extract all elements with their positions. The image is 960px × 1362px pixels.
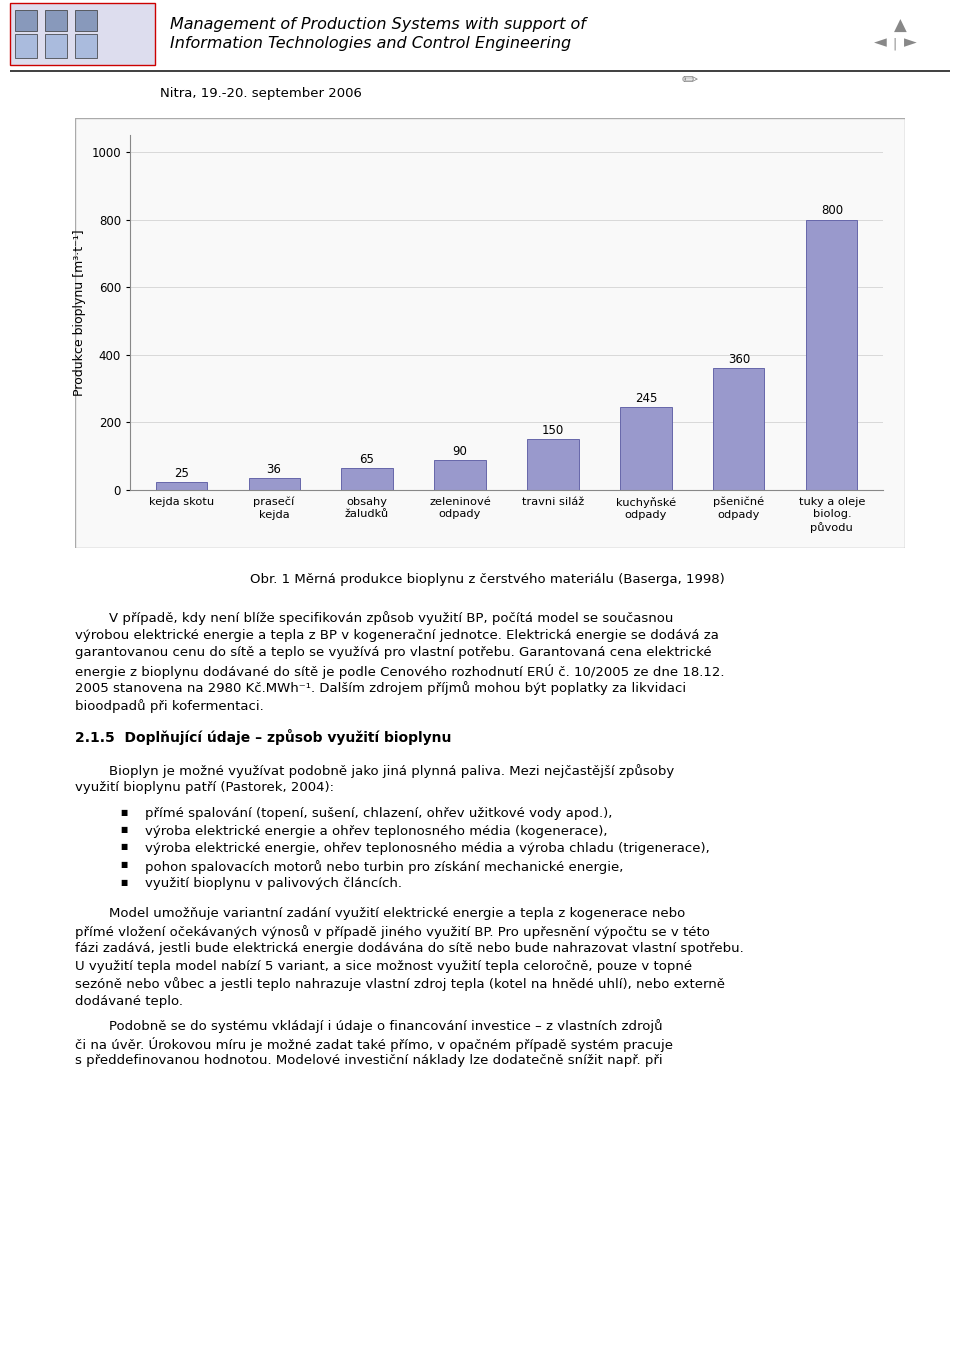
Bar (342, 469, 393, 490)
Bar (156, 482, 206, 490)
Text: ■: ■ (120, 843, 128, 851)
Bar (527, 440, 579, 490)
Text: ■: ■ (120, 808, 128, 816)
Text: dodávané teplo.: dodávané teplo. (75, 994, 183, 1008)
Text: fázi zadává, jestli bude elektrická energie dodávána do sítě nebo bude nahrazova: fázi zadává, jestli bude elektrická ener… (75, 943, 744, 955)
Text: přímé vložení očekávaných výnosů v případě jiného využití BP. Pro upřesnění výpo: přímé vložení očekávaných výnosů v přípa… (75, 925, 709, 938)
Text: výrobou elektrické energie a tepla z BP v kogenerační jednotce. Elektrická energ: výrobou elektrické energie a tepla z BP … (75, 629, 719, 642)
Text: ■: ■ (120, 877, 128, 887)
Text: 800: 800 (821, 204, 843, 218)
Text: U využití tepla model nabízí 5 variant, a sice možnost využití tepla celoročně, : U využití tepla model nabízí 5 variant, … (75, 960, 692, 972)
Text: 2.1.5  Doplňující údaje – způsob využití bioplynu: 2.1.5 Doplňující údaje – způsob využití … (75, 729, 451, 745)
Text: výroba elektrické energie a ohřev teplonosného média (kogenerace),: výroba elektrické energie a ohřev teplon… (145, 825, 608, 838)
Bar (15, 34, 37, 57)
Text: Bioplyn je možné využívat podobně jako jiná plynná paliva. Mezi nejčastější způs: Bioplyn je možné využívat podobně jako j… (75, 764, 674, 778)
Text: Management of Production Systems with support of: Management of Production Systems with su… (170, 16, 586, 31)
Text: ■: ■ (120, 825, 128, 834)
Text: 25: 25 (174, 467, 188, 479)
Text: přímé spalování (topení, sušení, chlazení, ohřev užitkové vody apod.),: přímé spalování (topení, sušení, chlazen… (145, 808, 612, 820)
Text: Information Technologies and Control Engineering: Information Technologies and Control Eng… (170, 35, 571, 50)
Text: 2005 stanovena na 2980 Kč.MWh⁻¹. Dalším zdrojem příjmů mohou být poplatky za lik: 2005 stanovena na 2980 Kč.MWh⁻¹. Dalším … (75, 681, 686, 696)
Bar (10, 3, 155, 64)
Text: ✏: ✏ (682, 71, 698, 90)
Text: V případě, kdy není blíže specifikován způsob využití BP, počítá model se součas: V případě, kdy není blíže specifikován z… (75, 612, 673, 625)
Text: 150: 150 (541, 424, 564, 437)
Text: výroba elektrické energie, ohřev teplonosného média a výroba chladu (trigenerace: výroba elektrické energie, ohřev teplono… (145, 843, 709, 855)
Bar (806, 219, 857, 490)
Text: Nitra, 19.-20. september 2006: Nitra, 19.-20. september 2006 (160, 87, 362, 101)
Bar (713, 368, 764, 490)
Text: Obr. 1 Měrná produkce bioplynu z čerstvého materiálu (Baserga, 1998): Obr. 1 Měrná produkce bioplynu z čerstvé… (251, 573, 725, 586)
Text: garantovanou cenu do sítě a teplo se využívá pro vlastní potřebu. Garantovaná ce: garantovanou cenu do sítě a teplo se vyu… (75, 647, 711, 659)
Text: ■: ■ (120, 859, 128, 869)
Text: 65: 65 (360, 454, 374, 466)
Text: 90: 90 (452, 444, 468, 458)
Text: pohon spalovacích motorů nebo turbin pro získání mechanické energie,: pohon spalovacích motorů nebo turbin pro… (145, 859, 623, 874)
Text: 36: 36 (267, 463, 281, 475)
Text: ▲: ▲ (894, 16, 906, 35)
Bar (620, 407, 671, 490)
Text: 360: 360 (728, 353, 750, 366)
Text: bioodpadů při kofermentaci.: bioodpadů při kofermentaci. (75, 699, 264, 712)
Bar (15, 10, 37, 30)
Text: Model umožňuje variantní zadání využití elektrické energie a tepla z kogenerace : Model umožňuje variantní zadání využití … (75, 907, 685, 921)
Text: energie z bioplynu dodávané do sítě je podle Cenového rozhodnutí ERÚ č. 10/2005 : energie z bioplynu dodávané do sítě je p… (75, 665, 725, 680)
Text: využití bioplynu patří (Pastorek, 2004):: využití bioplynu patří (Pastorek, 2004): (75, 782, 334, 794)
Y-axis label: Produkce bioplynu [m³·t⁻¹]: Produkce bioplynu [m³·t⁻¹] (73, 229, 85, 396)
Text: či na úvěr. Úrokovou míru je možné zadat také přímo, v opačném případě systém pr: či na úvěr. Úrokovou míru je možné zadat… (75, 1036, 673, 1051)
Bar (75, 34, 97, 57)
Text: využití bioplynu v palivových článcích.: využití bioplynu v palivových článcích. (145, 877, 402, 891)
Text: |: | (893, 38, 898, 50)
Bar (435, 459, 486, 490)
Text: s předdefinovanou hodnotou. Modelové investiční náklady lze dodatečně snížit nap: s předdefinovanou hodnotou. Modelové inv… (75, 1054, 662, 1068)
Text: Podobně se do systému vkládají i údaje o financování investice – z vlastních zdr: Podobně se do systému vkládají i údaje o… (75, 1019, 662, 1034)
Bar (249, 478, 300, 490)
Text: 245: 245 (635, 392, 658, 405)
Text: sezóně nebo vůbec a jestli teplo nahrazuje vlastní zdroj tepla (kotel na hnědé u: sezóně nebo vůbec a jestli teplo nahrazu… (75, 978, 725, 992)
Bar (45, 10, 67, 30)
Bar (45, 34, 67, 57)
Bar (75, 10, 97, 30)
Text: ◄: ◄ (874, 33, 886, 50)
Text: ►: ► (903, 33, 917, 50)
